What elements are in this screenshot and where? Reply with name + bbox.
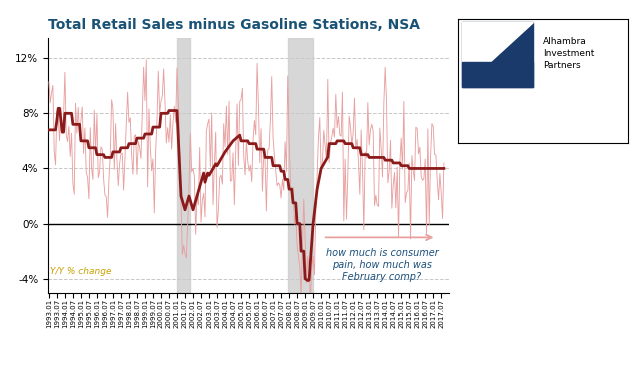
Text: Y/Y % change: Y/Y % change: [51, 267, 112, 276]
Text: how much is consumer
pain, how much was
February comp?: how much is consumer pain, how much was …: [326, 248, 438, 282]
Bar: [288, 38, 313, 292]
Text: Alhambra
Investment
Partners: Alhambra Investment Partners: [543, 37, 595, 70]
Polygon shape: [462, 22, 533, 87]
Bar: [177, 38, 190, 292]
Text: Total Retail Sales minus Gasoline Stations, NSA: Total Retail Sales minus Gasoline Statio…: [48, 18, 420, 32]
Polygon shape: [462, 62, 533, 87]
Bar: [462, 22, 533, 87]
